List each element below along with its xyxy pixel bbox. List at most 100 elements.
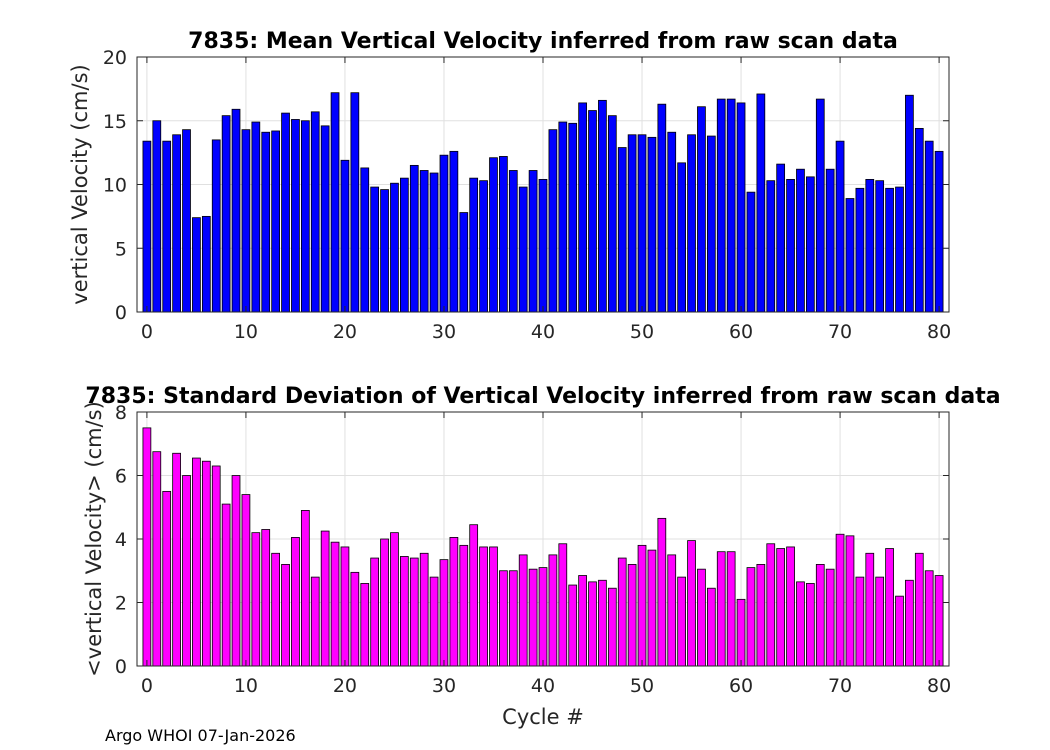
bar — [340, 159, 350, 313]
bar — [578, 575, 587, 667]
x-axis-label: Cycle # — [502, 705, 584, 729]
bar — [865, 178, 875, 313]
bar — [251, 121, 261, 313]
bar — [776, 548, 786, 667]
bar — [370, 557, 380, 667]
bar — [825, 568, 835, 667]
bar — [409, 557, 419, 667]
bar — [310, 111, 320, 313]
bar — [617, 557, 627, 667]
x-tick-label: 80 — [927, 675, 951, 697]
bar — [449, 537, 459, 667]
bar — [677, 576, 686, 667]
bar — [300, 510, 310, 667]
bar — [905, 94, 914, 313]
bar — [201, 215, 211, 313]
bar — [756, 564, 766, 667]
bar — [588, 581, 597, 667]
bar — [766, 180, 776, 313]
bar — [637, 134, 647, 313]
bar — [627, 134, 637, 313]
bar — [845, 198, 855, 313]
bar — [350, 92, 360, 313]
bar — [518, 186, 528, 313]
bar — [152, 451, 162, 667]
bar — [399, 556, 409, 667]
bar — [399, 177, 409, 313]
bar — [706, 587, 716, 667]
bar — [736, 598, 746, 667]
bar — [528, 170, 538, 313]
chart-title: 7835: Mean Vertical Velocity inferred fr… — [188, 29, 898, 54]
bar — [895, 595, 904, 667]
bar — [241, 129, 251, 313]
y-tick-label: 0 — [115, 656, 127, 678]
bar — [588, 110, 597, 313]
bar — [221, 503, 231, 667]
bar — [419, 170, 429, 313]
bar — [221, 115, 231, 313]
bar — [469, 177, 479, 313]
bar — [677, 162, 686, 313]
bar — [885, 187, 894, 313]
bar — [687, 540, 696, 667]
bar — [914, 127, 924, 313]
chart-title: 7835: Standard Deviation of Vertical Vel… — [85, 384, 1000, 409]
x-tick-label: 60 — [729, 321, 753, 343]
bar — [647, 136, 657, 313]
bar — [934, 575, 944, 667]
bar — [885, 548, 894, 667]
bar — [716, 551, 726, 667]
bar — [330, 541, 340, 667]
bar — [617, 147, 627, 313]
bar — [875, 576, 885, 667]
bar — [924, 140, 934, 313]
bar — [687, 134, 696, 313]
bar — [172, 134, 181, 313]
bar — [340, 546, 350, 667]
bar — [350, 571, 360, 667]
bar — [429, 172, 439, 313]
bar — [182, 475, 191, 667]
bar — [746, 567, 756, 667]
bar — [152, 120, 162, 313]
bar — [607, 587, 617, 667]
bar — [568, 584, 578, 667]
bar — [716, 98, 726, 313]
bar — [409, 164, 419, 313]
bar — [647, 549, 657, 667]
bar — [429, 576, 439, 667]
y-tick-label: 10 — [103, 175, 127, 197]
bar — [439, 559, 449, 667]
bar — [300, 120, 310, 313]
bar — [182, 129, 191, 313]
x-tick-label: 70 — [828, 675, 852, 697]
bar — [796, 581, 805, 667]
bar — [419, 552, 429, 667]
bar — [211, 465, 221, 667]
bar — [835, 140, 845, 313]
bar — [261, 131, 271, 313]
bar — [281, 564, 290, 667]
bar — [142, 140, 152, 313]
bar — [449, 150, 459, 313]
bar — [479, 180, 488, 313]
bar — [380, 538, 389, 667]
bar — [261, 529, 271, 667]
bar — [697, 106, 706, 313]
bar — [895, 186, 904, 313]
bar — [499, 570, 508, 667]
bar — [815, 564, 825, 667]
y-tick-label: 20 — [103, 47, 127, 69]
bar — [390, 532, 399, 667]
bar — [271, 130, 280, 313]
bar — [914, 552, 924, 667]
bar — [469, 524, 479, 667]
x-tick-label: 30 — [432, 321, 456, 343]
x-tick-label: 50 — [630, 321, 654, 343]
bar — [281, 112, 290, 313]
bar — [518, 554, 528, 667]
bar — [657, 517, 667, 667]
x-tick-label: 0 — [141, 321, 153, 343]
